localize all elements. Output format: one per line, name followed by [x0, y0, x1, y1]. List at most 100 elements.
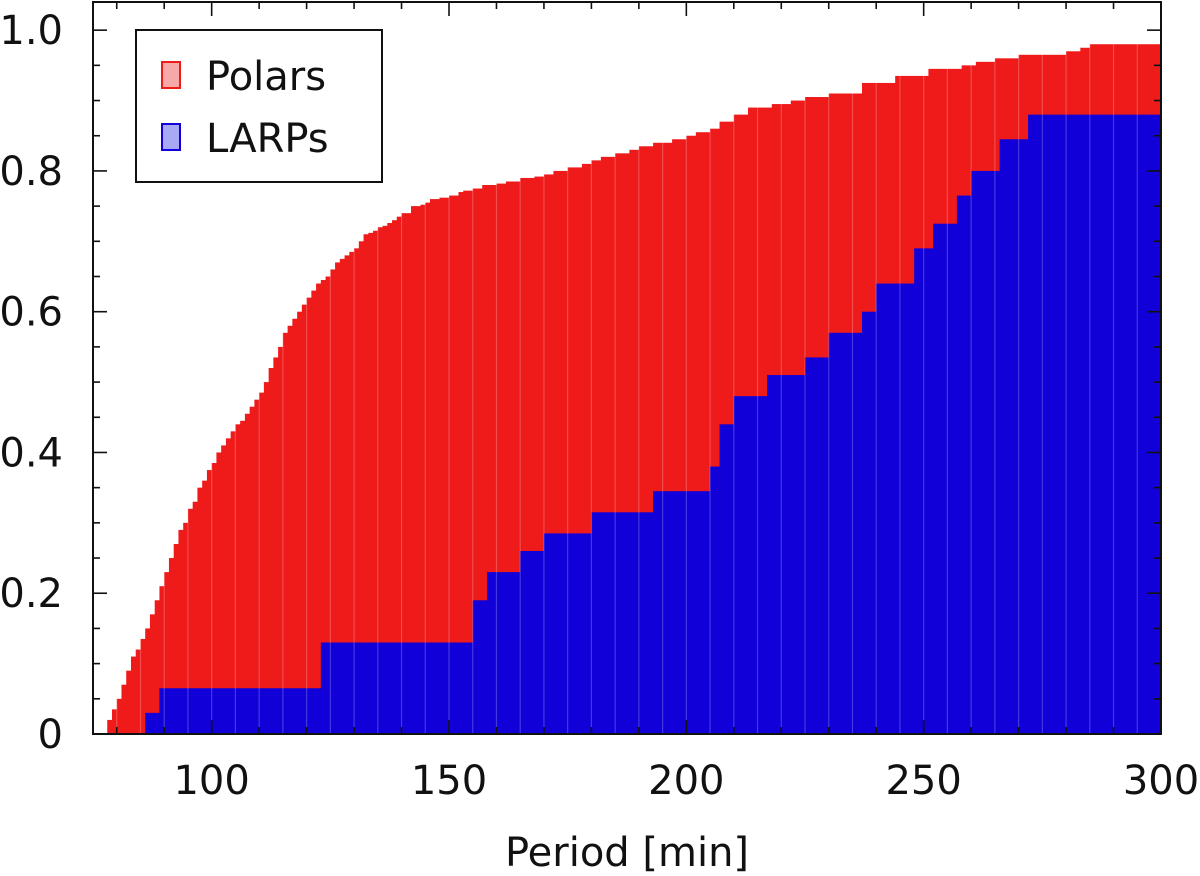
- x-tick-label: 100: [173, 758, 249, 804]
- larps-step: [145, 712, 161, 734]
- y-tick-label: 0: [38, 712, 63, 758]
- x-tick-labels: 100 150 200 250 300: [173, 758, 1199, 804]
- polars-step: [230, 431, 236, 734]
- larps-step: [914, 248, 934, 734]
- polars-step: [145, 628, 151, 734]
- polars-step: [496, 183, 507, 735]
- x-tick-label: 200: [648, 758, 724, 804]
- polars-step: [159, 586, 165, 734]
- polars-step: [591, 160, 602, 734]
- y-tick-label: 1.0: [0, 8, 63, 54]
- larps-step: [472, 600, 488, 734]
- y-tick-label: 0.6: [0, 290, 63, 336]
- plot-area: [107, 2, 1162, 735]
- legend-box: [135, 29, 383, 183]
- polars-step: [396, 216, 403, 735]
- larps-step: [1028, 114, 1162, 735]
- larps-step: [828, 332, 863, 734]
- polars-step: [401, 213, 412, 734]
- polars-step: [130, 656, 137, 734]
- y-tick-labels: 0 0.2 0.4 0.6 0.8 1.0: [0, 8, 63, 758]
- polars-step: [358, 241, 365, 734]
- polars-step: [339, 258, 346, 734]
- polars-step: [330, 269, 336, 734]
- polars-step: [297, 311, 303, 734]
- polars-step: [368, 232, 374, 735]
- larps-step: [543, 533, 592, 734]
- polars-step: [140, 638, 146, 734]
- polars-step: [335, 262, 341, 734]
- polars-step: [325, 276, 331, 734]
- legend: Polars LARPs: [135, 29, 383, 183]
- polars-step: [168, 558, 175, 734]
- larps-step: [733, 396, 768, 734]
- polars-step: [235, 424, 241, 734]
- y-tick-label: 0.4: [0, 430, 63, 476]
- polars-step: [225, 438, 232, 734]
- polars-step: [458, 192, 464, 735]
- polars-step: [154, 600, 161, 734]
- larps-step: [876, 283, 915, 734]
- polars-step: [292, 318, 298, 734]
- polars-step: [449, 195, 460, 734]
- larps-step: [591, 512, 654, 734]
- polars-step: [192, 501, 199, 734]
- larps-step: [719, 424, 735, 734]
- polars-step: [259, 392, 265, 734]
- polars-step: [373, 230, 379, 734]
- polars-step: [710, 128, 721, 734]
- polars-step: [278, 346, 284, 734]
- polars-step: [121, 684, 127, 734]
- polars-step: [287, 325, 293, 734]
- polars-step: [534, 176, 545, 735]
- polars-step: [316, 283, 322, 734]
- polars-step: [430, 199, 441, 734]
- y-tick-label: 0.2: [0, 571, 63, 617]
- polars-step: [392, 220, 398, 734]
- polars-step: [221, 445, 227, 734]
- polars-step: [543, 174, 555, 734]
- larps-step: [767, 375, 806, 734]
- larps-step: [710, 466, 721, 734]
- polars-step: [273, 357, 279, 734]
- x-axis-title: Period [min]: [505, 830, 749, 876]
- legend-swatch-larps: [161, 123, 181, 151]
- larps-step: [999, 139, 1029, 734]
- polars-step: [149, 614, 156, 734]
- larps-step: [653, 491, 711, 734]
- x-tick-label: 150: [411, 758, 487, 804]
- polars-step: [216, 452, 222, 734]
- polars-step: [254, 399, 260, 734]
- larps-series: [145, 114, 1162, 735]
- polars-step: [240, 420, 246, 734]
- polars-step: [411, 206, 422, 734]
- legend-swatch-polars: [161, 61, 181, 89]
- polars-step: [244, 413, 251, 734]
- polars-step: [425, 202, 431, 735]
- larps-step: [306, 688, 322, 734]
- polars-step: [354, 248, 360, 734]
- polars-step: [349, 251, 355, 734]
- larps-step: [805, 357, 830, 734]
- polars-step: [382, 225, 388, 734]
- larps-step: [861, 311, 877, 734]
- polars-step: [311, 290, 317, 734]
- polars-step: [116, 698, 123, 734]
- legend-label-polars: Polars: [206, 54, 326, 100]
- polars-step: [439, 197, 450, 735]
- polars-step: [472, 188, 483, 734]
- x-tick-label: 250: [885, 758, 961, 804]
- polars-step: [268, 368, 274, 734]
- polars-step: [187, 508, 194, 734]
- larps-step: [956, 195, 972, 734]
- polars-step: [202, 480, 208, 734]
- polars-step: [206, 470, 213, 734]
- larps-step: [320, 642, 460, 734]
- polars-step: [344, 255, 350, 734]
- plot-frame: [92, 1, 1162, 735]
- polars-step: [164, 572, 170, 734]
- polars-step: [301, 304, 308, 734]
- polars-step: [183, 522, 189, 734]
- polars-step: [197, 487, 203, 734]
- polars-step: [420, 204, 426, 734]
